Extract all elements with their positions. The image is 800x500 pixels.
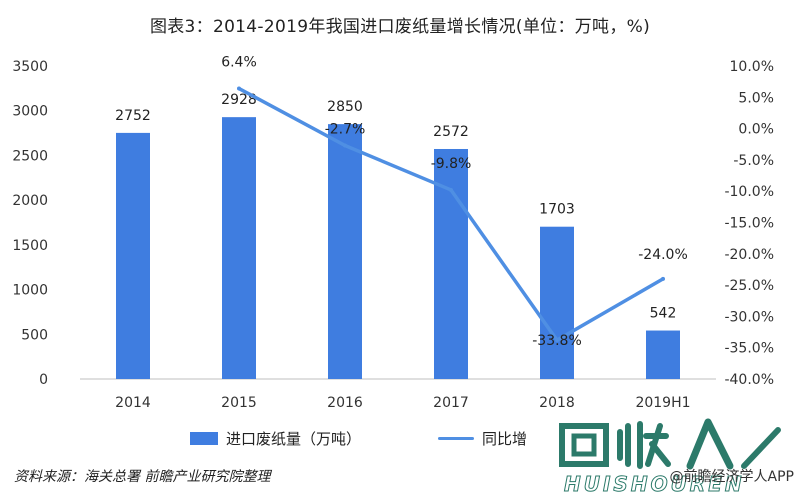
huishouren-logo <box>559 418 781 470</box>
right-axis-tick-label: -10.0% <box>724 184 774 200</box>
x-axis-tick-label: 2016 <box>327 395 363 411</box>
left-axis-tick-label: 3000 <box>12 104 48 120</box>
left-axis-tick-label: 0 <box>39 372 48 388</box>
bar-value-label: 542 <box>650 306 677 322</box>
x-axis-tick-label: 2017 <box>433 395 469 411</box>
source-note: 资料来源：海关总署 前瞻产业研究院整理 <box>14 469 271 485</box>
right-axis-tick-label: -20.0% <box>724 247 774 263</box>
x-axis-tick-label: 2014 <box>115 395 151 411</box>
line-value-labels: 6.4% -2.7% -9.8% -33.8% -24.0% <box>221 55 688 350</box>
bar <box>116 132 150 379</box>
line-point <box>237 86 241 91</box>
bar <box>540 226 574 379</box>
legend-line-swatch <box>438 437 474 440</box>
bar-value-label: 2572 <box>433 124 469 140</box>
line-point <box>661 276 665 281</box>
legend-bar-swatch <box>190 432 218 445</box>
legend-line-label: 同比增 <box>482 430 528 448</box>
left-axis-tick-label: 1500 <box>12 238 48 254</box>
right-axis-tick-label: -35.0% <box>724 341 774 357</box>
right-axis-tick-label: -15.0% <box>724 216 774 232</box>
right-axis-tick-label: -5.0% <box>733 153 774 169</box>
right-axis-tick-label: 0.0% <box>738 122 774 138</box>
left-axis-tick-label: 2500 <box>12 148 48 164</box>
right-axis: 10.0% 5.0% 0.0% -5.0% -10.0% -15.0% -20.0% -25.… <box>724 59 774 388</box>
right-axis-tick-label: 5.0% <box>738 90 774 106</box>
line-value-label: -9.8% <box>431 156 472 172</box>
line-point <box>449 187 453 192</box>
legend-item-line: 同比增 <box>438 428 527 449</box>
line-point <box>555 338 559 343</box>
legend-item-bar: 进口废纸量（万吨） <box>190 428 361 449</box>
chart-title: 图表3：2014-2019年我国进口废纸量增长情况(单位：万吨，%) <box>149 17 651 37</box>
x-axis-tick-label: 2018 <box>539 395 575 411</box>
left-axis-tick-label: 500 <box>21 327 48 343</box>
x-axis-tick-label: 2019H1 <box>635 395 690 411</box>
line-value-label: -24.0% <box>638 247 688 263</box>
legend-bar-label: 进口废纸量（万吨） <box>226 430 362 448</box>
line-series <box>237 86 665 343</box>
x-axis: 2014 2015 2016 2017 2018 2019H1 <box>115 395 690 411</box>
bar <box>222 117 256 380</box>
bar-value-label: 2850 <box>327 99 363 115</box>
bar-value-label: 1703 <box>539 202 575 218</box>
bar-value-labels: 2752 2928 2850 2572 1703 542 <box>115 92 676 321</box>
line-value-label: 6.4% <box>221 55 257 71</box>
line-value-label: -2.7% <box>325 122 366 138</box>
x-axis-tick-label: 2015 <box>221 395 257 411</box>
bar <box>434 148 468 379</box>
bar <box>328 124 362 379</box>
right-axis-tick-label: -30.0% <box>724 309 774 325</box>
right-axis-tick-label: -25.0% <box>724 278 774 294</box>
bar-value-label: 2752 <box>115 108 151 124</box>
line-value-label: -33.8% <box>532 333 582 349</box>
left-axis-tick-label: 1000 <box>12 283 48 299</box>
bar-value-label: 2928 <box>221 92 257 108</box>
corner-watermark: @前瞻经济学人APP <box>669 469 794 485</box>
right-axis-tick-label: -40.0% <box>724 372 774 388</box>
legend: 进口废纸量（万吨） 同比增 <box>0 428 800 450</box>
left-axis-tick-label: 2000 <box>12 193 48 209</box>
line-point <box>343 143 347 148</box>
left-axis-tick-label: 3500 <box>12 59 48 75</box>
left-axis: 0 500 1000 1500 2000 2500 3000 3500 <box>12 59 48 388</box>
logo-text: HUISHOUREN <box>564 472 745 497</box>
bar <box>646 330 680 379</box>
right-axis-tick-label: 10.0% <box>730 59 774 75</box>
bar-series <box>116 117 680 380</box>
